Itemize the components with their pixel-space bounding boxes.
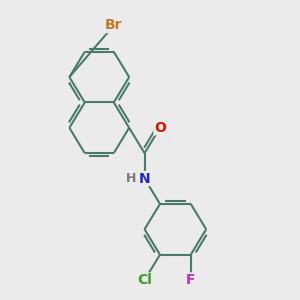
Text: Br: Br	[105, 18, 122, 32]
Text: O: O	[154, 121, 166, 135]
Text: N: N	[139, 172, 150, 185]
Text: H: H	[126, 172, 136, 185]
Text: F: F	[186, 273, 196, 287]
Text: Cl: Cl	[137, 273, 152, 287]
